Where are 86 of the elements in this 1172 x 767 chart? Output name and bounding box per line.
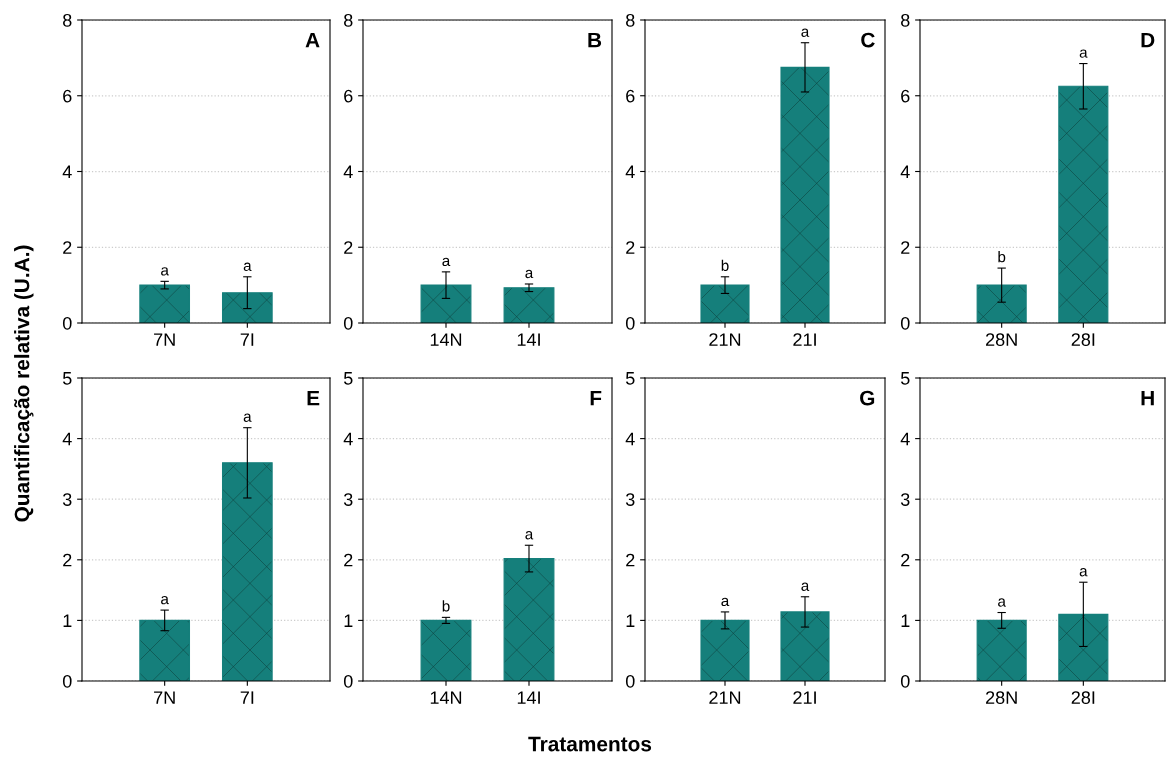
- annotation: a: [998, 598, 1006, 607]
- annotation: b: [721, 259, 729, 271]
- y-tick-label: 4: [625, 432, 635, 446]
- annotation: a: [243, 413, 252, 422]
- y-tick-label: 2: [901, 553, 910, 567]
- y-tick-label: 8: [626, 13, 635, 27]
- x-axis-title: Tratamentos: [528, 736, 652, 752]
- annotation: a: [525, 269, 534, 279]
- x-tick-label: 14I: [517, 333, 540, 346]
- y-tick-label: 0: [900, 316, 910, 330]
- x-tick-label: 28N: [986, 691, 1017, 704]
- x-tick-label: 28N: [986, 333, 1017, 346]
- y-tick-label: 2: [901, 241, 910, 254]
- annotation: b: [442, 600, 450, 612]
- annotation: B: [588, 32, 602, 48]
- y-tick-label: 6: [63, 89, 72, 103]
- annotation: a: [243, 262, 252, 271]
- y-tick-label: 2: [63, 553, 72, 567]
- y-tick-label: 1: [626, 614, 635, 627]
- y-tick-label: 4: [62, 165, 72, 179]
- annotation: a: [442, 257, 451, 267]
- x-tick-label: 21I: [793, 333, 816, 346]
- y-tick-label: 0: [62, 316, 72, 330]
- y-tick-label: 4: [343, 432, 353, 446]
- y-tick-label: 2: [344, 553, 353, 567]
- y-tick-label: 2: [344, 241, 353, 254]
- annotation: b: [998, 251, 1006, 263]
- x-tick-label: 14N: [430, 691, 462, 704]
- y-tick-label: 1: [344, 614, 353, 627]
- y-tick-label: 0: [343, 674, 353, 688]
- y-tick-label: 1: [901, 614, 910, 627]
- y-tick-label: 2: [626, 241, 635, 254]
- x-tick-label: 7N: [154, 333, 175, 346]
- y-tick-label: 4: [343, 165, 353, 179]
- x-tick-label: 28I: [1071, 333, 1095, 346]
- y-tick-label: 0: [625, 674, 635, 688]
- annotation: a: [1079, 49, 1088, 58]
- x-tick-label: 21I: [793, 691, 816, 704]
- annotation: E: [307, 390, 320, 406]
- y-tick-label: 1: [63, 614, 72, 627]
- annotation: a: [1079, 568, 1088, 577]
- y-tick-label: 5: [62, 372, 72, 385]
- annotation: A: [305, 32, 320, 48]
- x-tick-label: 7N: [154, 691, 175, 704]
- annotation: a: [801, 28, 810, 37]
- annotation: D: [1141, 32, 1155, 48]
- y-tick-label: 3: [62, 493, 72, 506]
- x-tick-label: 14N: [430, 333, 462, 346]
- annotation: G: [860, 390, 875, 406]
- y-tick-label: 6: [344, 89, 353, 103]
- y-axis-title: Quantificação relativa (U.A.): [14, 245, 34, 522]
- x-tick-label: 21N: [709, 691, 741, 704]
- annotation: F: [590, 390, 602, 406]
- x-tick-label: 14I: [517, 691, 540, 704]
- y-tick-label: 4: [900, 165, 910, 179]
- annotation: a: [161, 595, 169, 605]
- annotation: a: [801, 582, 810, 591]
- y-tick-label: 4: [625, 165, 635, 179]
- y-tick-label: 4: [62, 432, 72, 446]
- annotation: a: [525, 531, 534, 540]
- y-tick-label: 8: [901, 13, 910, 27]
- annotation: a: [161, 267, 169, 276]
- x-tick-label: 7I: [240, 333, 254, 346]
- y-tick-label: 3: [625, 493, 635, 506]
- y-tick-label: 5: [343, 372, 353, 385]
- y-tick-label: 6: [901, 89, 910, 103]
- y-tick-label: 6: [626, 89, 635, 103]
- y-tick-label: 3: [900, 493, 910, 506]
- annotation: H: [1141, 390, 1154, 406]
- y-tick-label: 2: [626, 553, 635, 567]
- x-tick-label: 21N: [709, 333, 741, 346]
- x-tick-label: 28I: [1071, 691, 1095, 704]
- x-tick-label: 7I: [240, 691, 254, 704]
- y-tick-label: 5: [625, 372, 635, 385]
- y-tick-label: 2: [63, 241, 72, 254]
- y-tick-label: 8: [63, 13, 72, 27]
- y-tick-label: 0: [900, 674, 910, 688]
- annotation: a: [721, 597, 730, 607]
- y-tick-label: 0: [625, 316, 635, 330]
- y-tick-label: 4: [900, 432, 910, 446]
- y-tick-label: 8: [344, 13, 353, 27]
- y-tick-label: 0: [343, 316, 353, 330]
- y-tick-label: 3: [343, 493, 353, 506]
- y-tick-label: 5: [900, 372, 910, 385]
- annotation: C: [861, 32, 875, 48]
- y-tick-label: 0: [62, 674, 72, 688]
